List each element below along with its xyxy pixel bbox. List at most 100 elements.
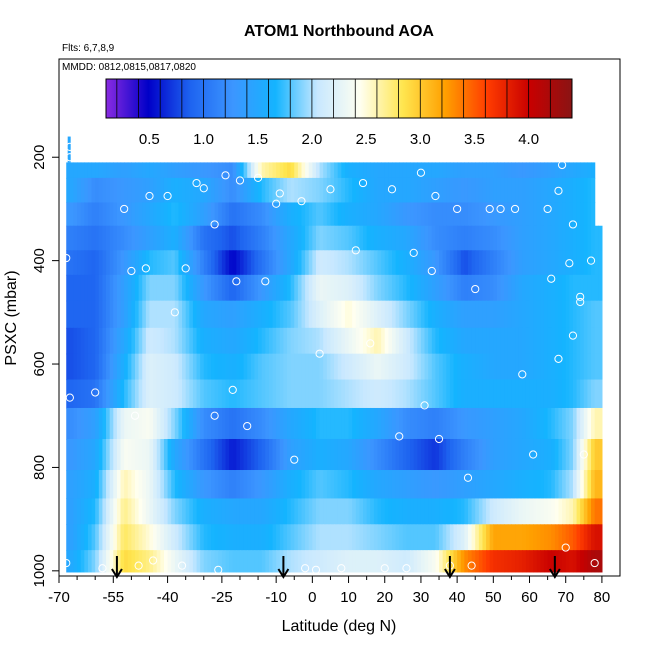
heatmap-cell — [402, 550, 408, 573]
heatmap-cell — [341, 250, 346, 276]
heatmap-cell — [102, 162, 107, 179]
heatmap-cell — [583, 250, 589, 276]
heatmap-cell — [565, 202, 570, 227]
heatmap-cell — [178, 202, 183, 227]
y-tick-label: 400 — [31, 248, 48, 273]
heatmap-cell — [594, 379, 599, 409]
heatmap-cell — [536, 274, 541, 302]
heatmap-cell — [67, 136, 71, 163]
heatmap-cell — [543, 550, 549, 573]
heatmap-cell — [294, 300, 299, 329]
heatmap-cell — [384, 438, 389, 471]
heatmap-cell — [449, 300, 455, 329]
heatmap-cell — [196, 300, 201, 329]
heatmap-cell — [344, 524, 350, 551]
heatmap-cell — [207, 250, 212, 276]
heatmap-cell — [145, 225, 151, 251]
heatmap-cell — [214, 379, 219, 409]
heatmap-cell — [554, 498, 560, 525]
heatmap-cell — [547, 407, 552, 440]
heatmap-cell — [417, 250, 422, 276]
heatmap-cell — [330, 177, 335, 204]
heatmap-cell — [359, 202, 364, 227]
sample-point — [326, 185, 335, 194]
heatmap-cell — [239, 250, 245, 276]
heatmap-cell — [203, 274, 208, 302]
heatmap-cell — [254, 379, 259, 409]
heatmap-cell — [395, 438, 400, 471]
heatmap-cell — [413, 438, 418, 471]
heatmap-cell — [160, 550, 165, 573]
heatmap-cell — [124, 225, 129, 251]
heatmap-cell — [138, 300, 143, 329]
heatmap-cell — [572, 524, 578, 551]
heatmap-cell — [399, 274, 404, 302]
heatmap-cell — [236, 162, 241, 179]
heatmap-cell — [272, 379, 277, 409]
heatmap-cell — [178, 274, 183, 302]
heatmap-cell — [87, 202, 93, 227]
heatmap-cell — [84, 498, 89, 525]
heatmap-cell — [290, 470, 295, 500]
heatmap-cell — [591, 353, 596, 381]
heatmap-cell — [370, 300, 375, 329]
heatmap-cell — [424, 470, 429, 500]
heatmap-cell — [142, 250, 147, 276]
heatmap-cell — [276, 379, 281, 409]
heatmap-cell — [211, 225, 216, 251]
heatmap-cell — [525, 498, 531, 525]
heatmap-cell — [417, 162, 422, 179]
heatmap-cell — [167, 177, 172, 204]
sample-point — [290, 455, 299, 464]
heatmap-cell — [156, 250, 161, 276]
heatmap-cell — [486, 177, 491, 204]
heatmap-cell — [192, 353, 198, 381]
heatmap-cell — [504, 550, 509, 573]
heatmap-cell — [225, 300, 230, 329]
heatmap-cell — [138, 353, 143, 381]
heatmap-cell — [305, 274, 310, 302]
heatmap-cell — [482, 250, 487, 276]
x-tick-label: 60 — [521, 589, 538, 606]
latitude-arrow — [111, 556, 123, 579]
heatmap-cell — [373, 470, 379, 500]
heatmap-cell — [279, 327, 284, 355]
heatmap-cell — [464, 162, 469, 179]
heatmap-cell — [594, 550, 599, 573]
heatmap-cell — [431, 300, 437, 329]
heatmap-cell — [258, 225, 263, 251]
heatmap-cell — [449, 327, 455, 355]
heatmap-cell — [261, 300, 266, 329]
heatmap-cell — [435, 274, 440, 302]
heatmap-cell — [178, 250, 183, 276]
heatmap-cell — [182, 202, 187, 227]
heatmap-cell — [554, 438, 560, 471]
heatmap-cell — [124, 524, 129, 551]
heatmap-cell — [431, 162, 437, 179]
heatmap-cell — [211, 300, 216, 329]
heatmap-cell — [315, 274, 321, 302]
heatmap-cell — [417, 550, 422, 573]
heatmap-cell — [225, 470, 230, 500]
heatmap-cell — [449, 250, 455, 276]
heatmap-cell — [95, 300, 100, 329]
heatmap-cell — [475, 300, 480, 329]
heatmap-cell — [182, 274, 187, 302]
heatmap-cell — [543, 498, 549, 525]
heatmap-cell — [98, 225, 104, 251]
heatmap-cell — [138, 498, 143, 525]
heatmap-cell — [73, 327, 78, 355]
heatmap-cell — [258, 300, 263, 329]
heatmap-cell — [504, 438, 509, 471]
heatmap-cell — [453, 470, 458, 500]
heatmap-cell — [402, 407, 408, 440]
heatmap-cell — [308, 225, 313, 251]
heatmap-cell — [388, 470, 393, 500]
heatmap-cell — [373, 353, 379, 381]
heatmap-cell — [475, 202, 480, 227]
heatmap-cell — [337, 327, 342, 355]
heatmap-cell — [323, 202, 328, 227]
heatmap-cell — [283, 353, 288, 381]
heatmap-cell — [540, 202, 545, 227]
heatmap-cell — [113, 438, 118, 471]
